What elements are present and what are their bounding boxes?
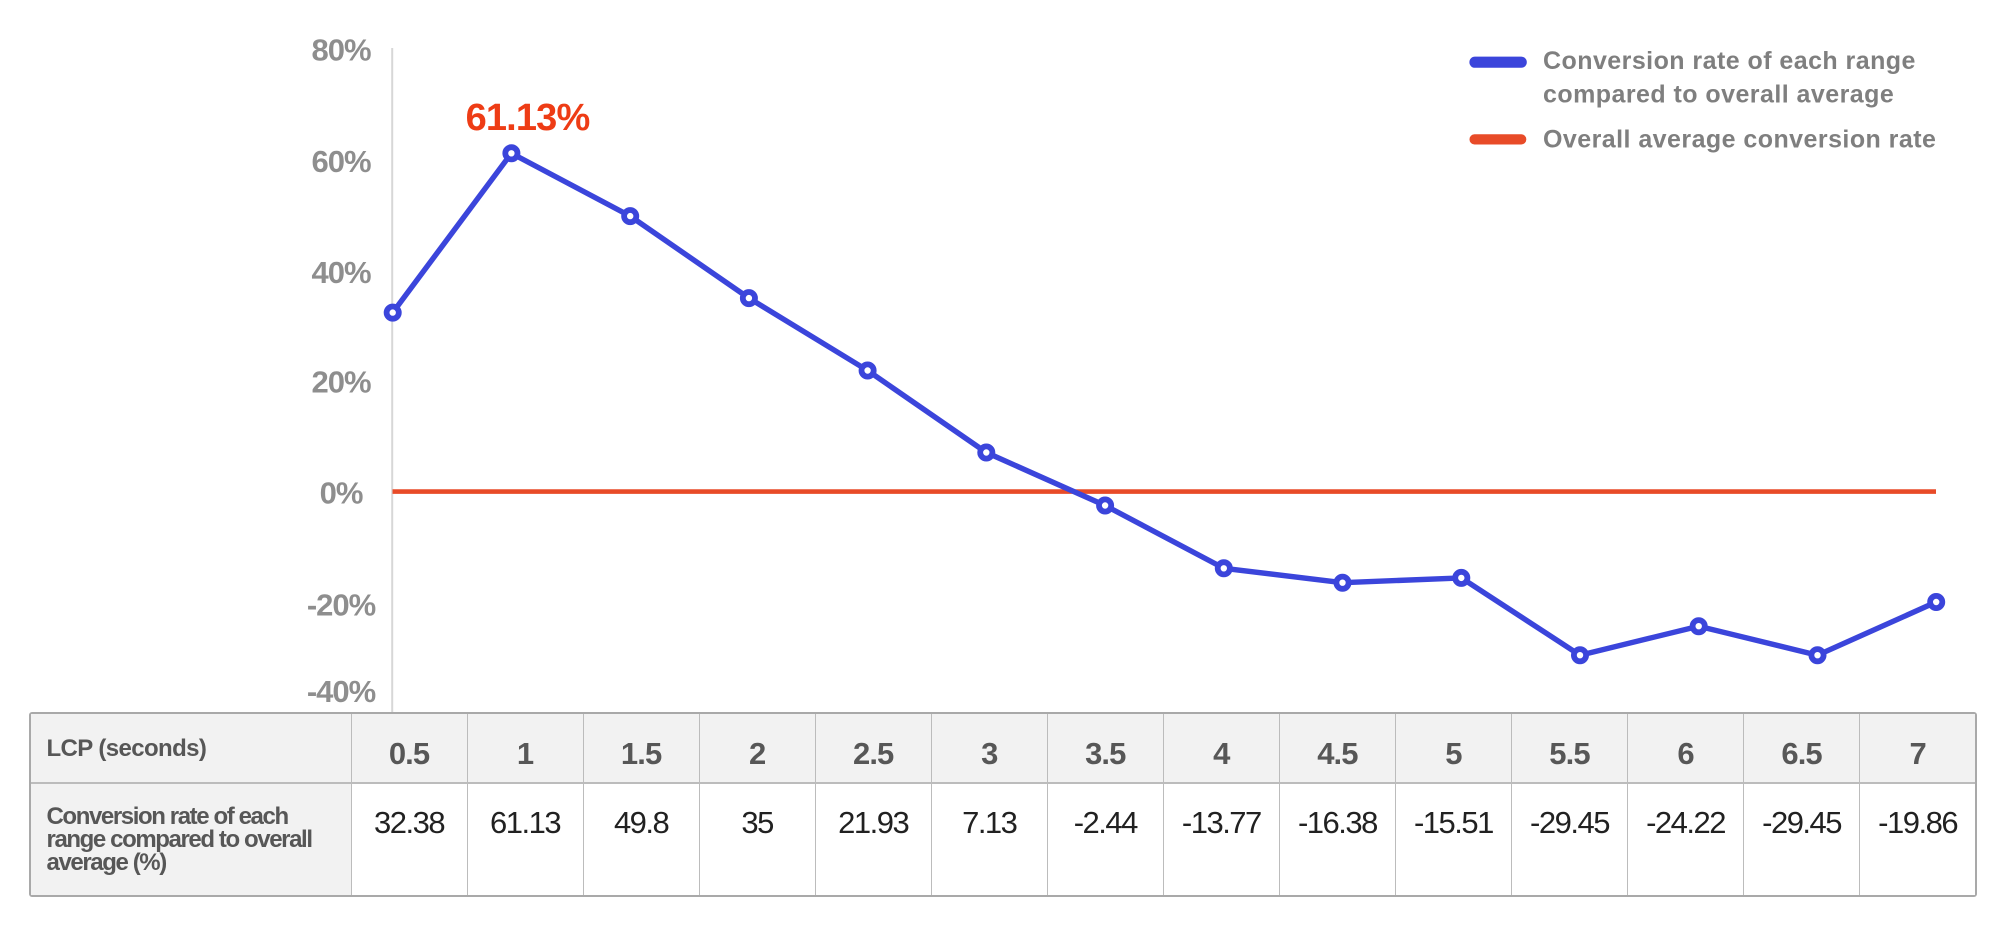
svg-text:61.13%: 61.13%	[466, 97, 590, 139]
svg-text:Overall average conversion rat: Overall average conversion rate	[1543, 126, 1936, 154]
svg-text:60%: 60%	[311, 144, 370, 179]
svg-text:0%: 0%	[320, 476, 363, 511]
svg-text:-40%: -40%	[307, 674, 376, 709]
svg-text:Conversion rate of each range: Conversion rate of each range	[1543, 47, 1916, 75]
svg-text:40%: 40%	[311, 255, 370, 290]
svg-text:compared to overall average: compared to overall average	[1543, 81, 1894, 109]
svg-text:20%: 20%	[311, 365, 370, 400]
svg-text:-20%: -20%	[307, 588, 376, 623]
svg-text:80%: 80%	[311, 33, 370, 68]
